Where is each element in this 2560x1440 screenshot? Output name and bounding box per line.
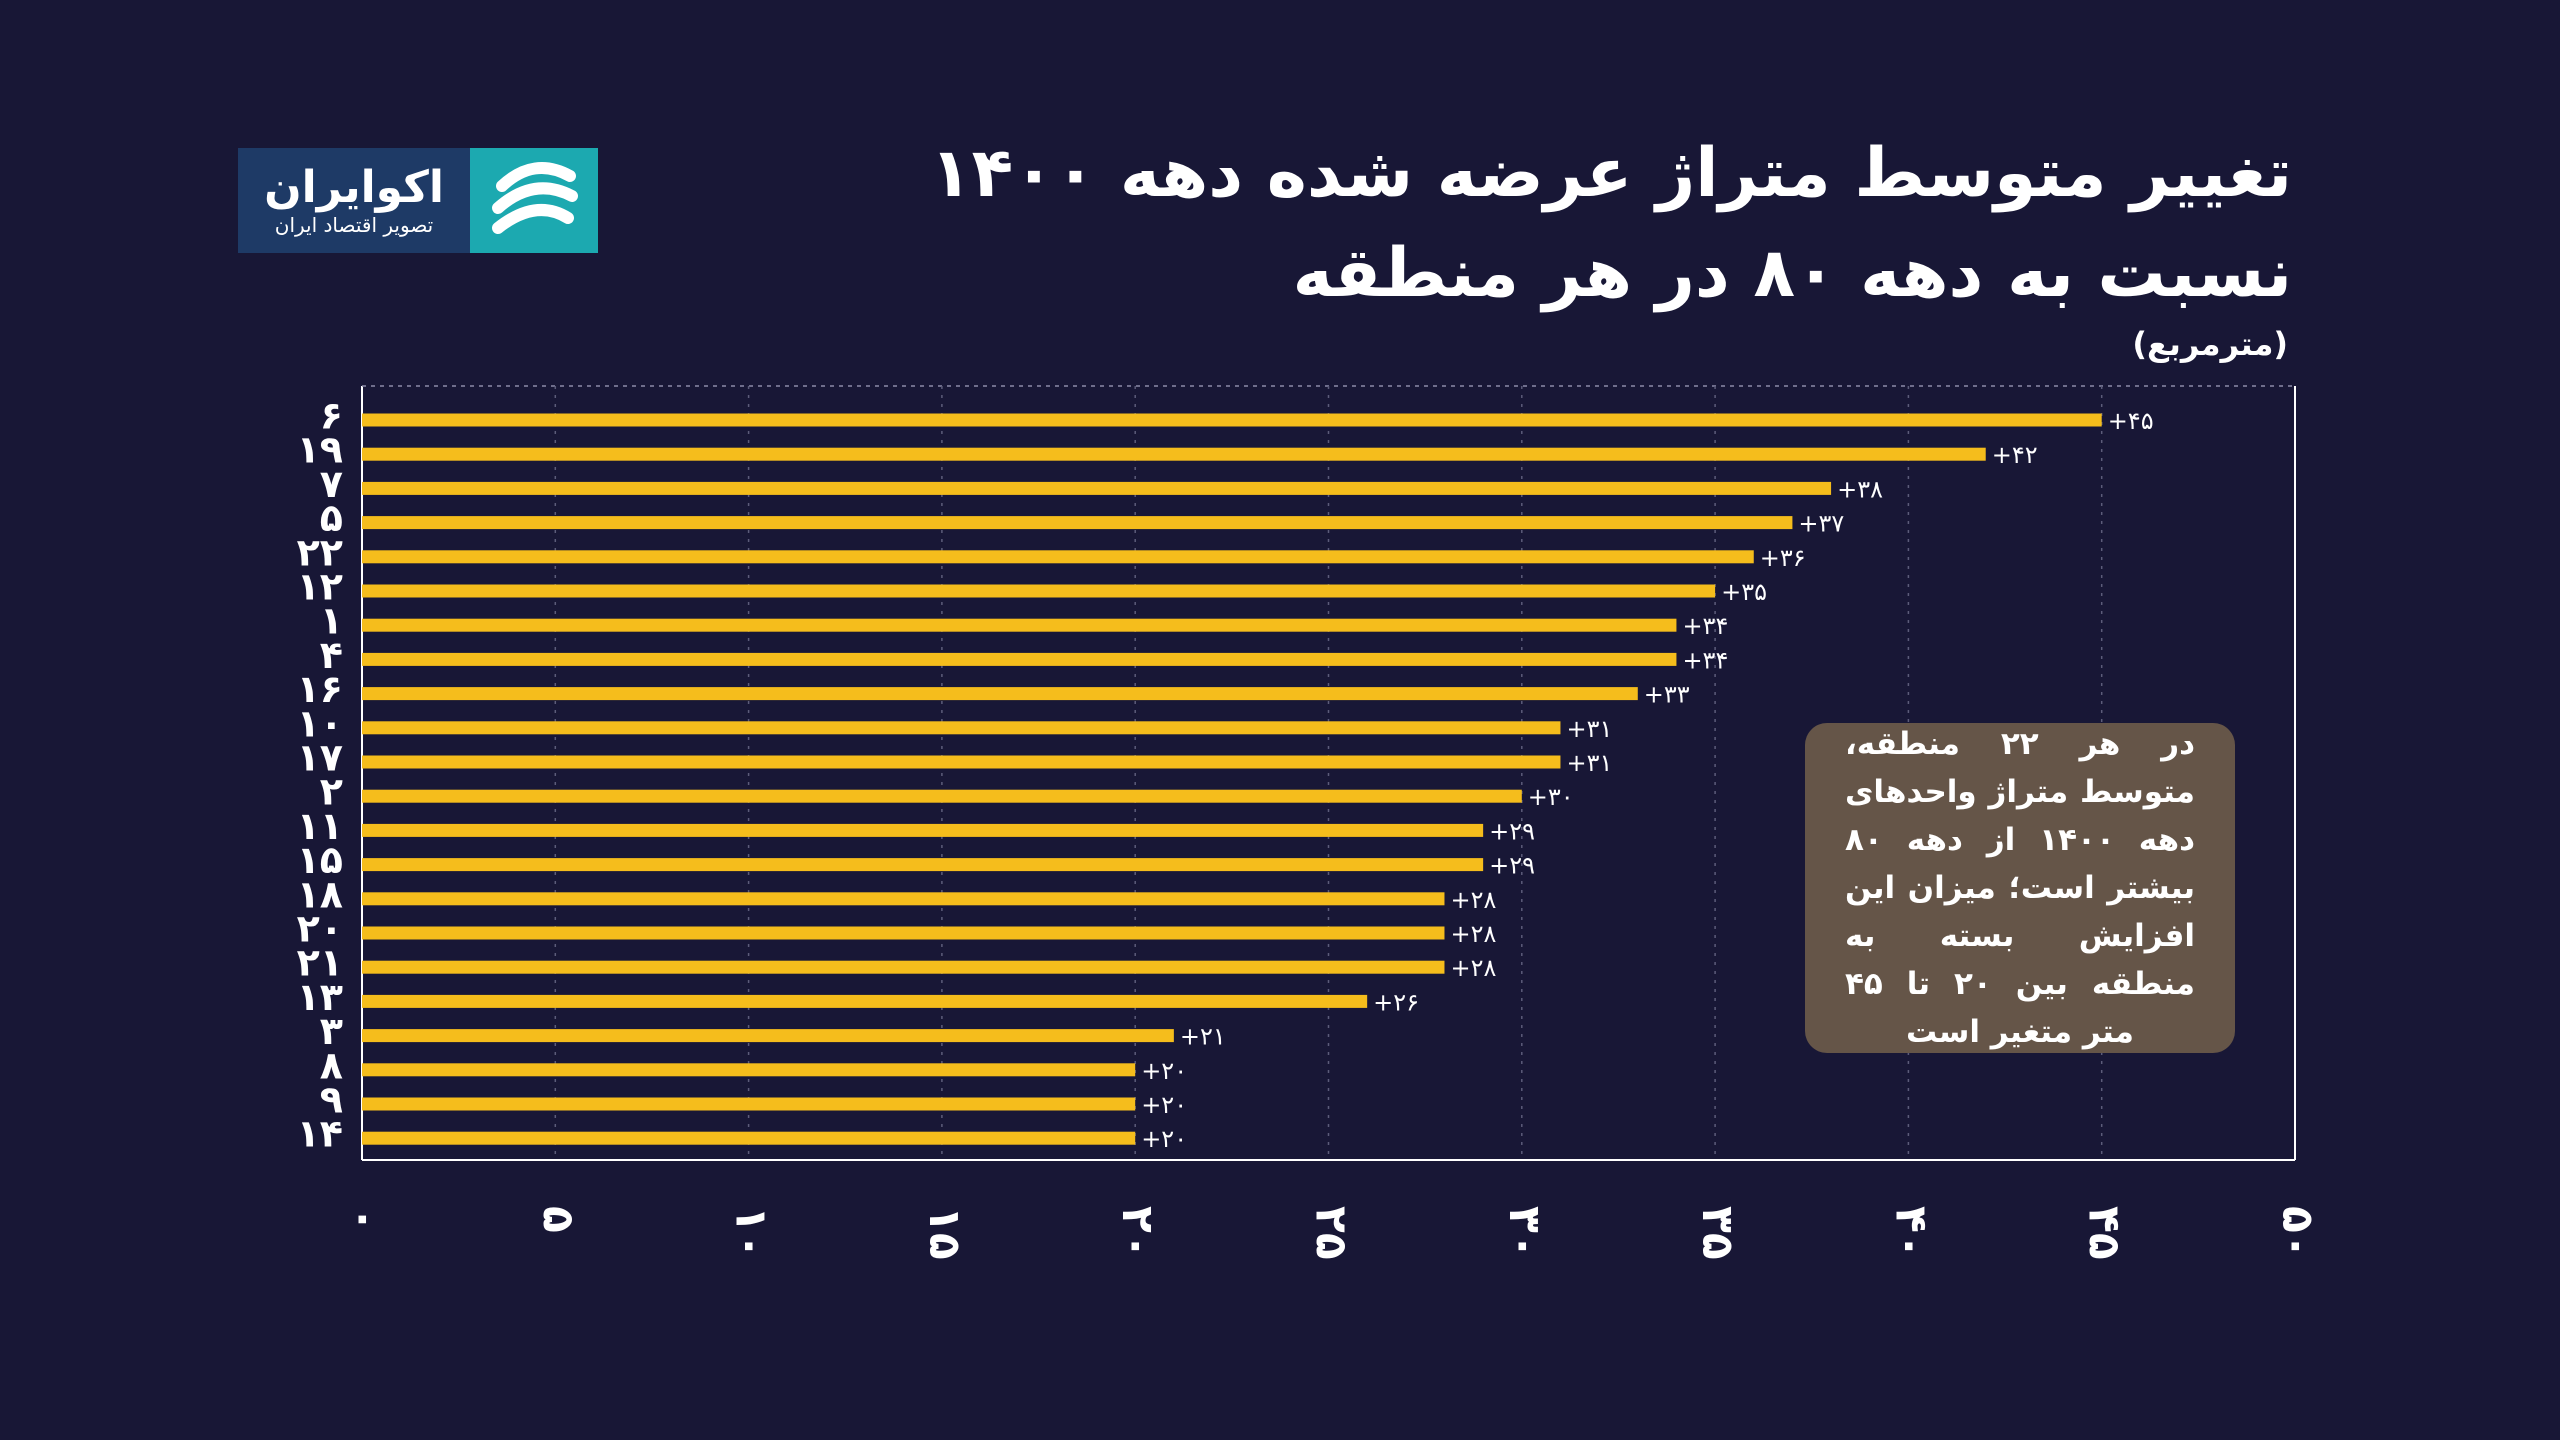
value-label: +۲۶ xyxy=(1373,988,1419,1016)
bar xyxy=(362,823,1484,837)
category-label: ۱۸ xyxy=(297,872,343,916)
note-box: در هر ۲۲ منطقه، متوسط متراژ واحدهای دهه … xyxy=(1805,723,2235,1053)
value-label: +۲۸ xyxy=(1450,920,1496,948)
category-label: ۱۳ xyxy=(297,975,343,1019)
bar xyxy=(362,447,1986,461)
category-label: ۲ xyxy=(320,770,343,814)
value-label: +۳۳ xyxy=(1644,681,1690,709)
category-label: ۷ xyxy=(320,462,343,506)
bar xyxy=(362,1097,1136,1111)
x-tick-label: ۵ xyxy=(532,1206,583,1233)
x-tick-label: ۱۵ xyxy=(919,1206,970,1260)
value-label: +۲۰ xyxy=(1141,1091,1187,1119)
value-label: +۳۵ xyxy=(1721,578,1767,606)
category-label: ۱۹ xyxy=(297,428,343,472)
x-tick-label: ۳۰ xyxy=(1499,1206,1550,1260)
bar xyxy=(362,516,1793,530)
logo-name: اکوایران xyxy=(264,162,444,214)
category-label: ۹ xyxy=(320,1078,343,1122)
logo-mark-shape xyxy=(492,161,578,234)
bar xyxy=(362,652,1677,666)
chart-title-line-1: تغییر متوسط متراژ عرضه شده دهه ۱۴۰۰ xyxy=(930,134,2292,213)
ecoiran-logo-icon xyxy=(470,148,598,253)
value-label: +۲۹ xyxy=(1489,852,1535,880)
bar xyxy=(362,550,1754,564)
bar xyxy=(362,858,1484,872)
value-label: +۴۵ xyxy=(2108,407,2154,435)
value-label: +۳۱ xyxy=(1566,715,1612,743)
category-label: ۱۱ xyxy=(297,804,343,848)
value-label: +۳۷ xyxy=(1798,510,1844,538)
value-label: +۲۸ xyxy=(1450,954,1496,982)
value-label: +۳۰ xyxy=(1528,783,1574,811)
category-label: ۲۲ xyxy=(297,530,343,574)
category-label: ۱ xyxy=(320,599,343,643)
bar xyxy=(362,755,1561,769)
category-label: ۱۶ xyxy=(297,667,343,711)
category-label: ۲۱ xyxy=(297,941,343,985)
value-label: +۲۱ xyxy=(1180,1023,1226,1051)
bar xyxy=(362,994,1368,1008)
logo-slogan: تصویر اقتصاد ایران xyxy=(274,212,434,237)
category-label: ۸ xyxy=(320,1043,343,1087)
value-label: +۳۴ xyxy=(1682,646,1728,674)
bar xyxy=(362,721,1561,735)
x-tick-label: ۵۰ xyxy=(2272,1206,2323,1260)
value-label: +۴۲ xyxy=(1992,441,2038,469)
bar xyxy=(362,1063,1136,1077)
value-label: +۳۸ xyxy=(1837,475,1883,503)
value-label: +۳۴ xyxy=(1682,612,1728,640)
value-label: +۲۹ xyxy=(1489,817,1535,845)
bar xyxy=(362,1029,1174,1043)
category-label: ۱۷ xyxy=(297,736,343,780)
x-tick-label: ۲۵ xyxy=(1306,1206,1357,1260)
value-label: +۲۰ xyxy=(1141,1057,1187,1085)
x-tick-label: ۰ xyxy=(339,1206,390,1233)
bar xyxy=(362,618,1677,632)
category-label: ۱۰ xyxy=(297,701,343,745)
x-tick-label: ۱۰ xyxy=(726,1206,777,1260)
bar xyxy=(362,687,1638,701)
bar xyxy=(362,926,1445,940)
category-label: ۳ xyxy=(320,1009,343,1053)
category-label: ۱۵ xyxy=(297,838,343,882)
x-tick-label: ۴۰ xyxy=(1885,1206,1936,1260)
value-label: +۳۶ xyxy=(1760,544,1806,572)
x-tick-label: ۳۵ xyxy=(1692,1206,1743,1260)
bar xyxy=(362,584,1716,598)
logo-text-box: اکوایران تصویر اقتصاد ایران xyxy=(238,148,470,253)
category-label: ۱۲ xyxy=(297,565,343,609)
bar xyxy=(362,481,1832,495)
category-label: ۲۰ xyxy=(297,907,343,951)
category-label: ۴ xyxy=(320,633,343,677)
category-label: ۶ xyxy=(320,394,343,438)
bar xyxy=(362,413,2102,427)
bar xyxy=(362,1131,1136,1145)
x-tick-label: ۲۰ xyxy=(1112,1206,1163,1260)
value-label: +۲۸ xyxy=(1450,886,1496,914)
bar xyxy=(362,789,1522,803)
value-label: +۲۰ xyxy=(1141,1125,1187,1153)
bar xyxy=(362,892,1445,906)
x-tick-label: ۴۵ xyxy=(2079,1206,2130,1260)
note-text: در هر ۲۲ منطقه، متوسط متراژ واحدهای دهه … xyxy=(1845,725,2195,1051)
chart-title-line-2: نسبت به دهه ۸۰ در هر منطقه xyxy=(1292,234,2292,313)
category-label: ۱۴ xyxy=(297,1112,343,1156)
unit-label: (مترمربع) xyxy=(2132,325,2288,363)
logo: اکوایران تصویر اقتصاد ایران xyxy=(238,148,598,253)
category-label: ۵ xyxy=(320,496,343,540)
bar xyxy=(362,960,1445,974)
value-label: +۳۱ xyxy=(1566,749,1612,777)
